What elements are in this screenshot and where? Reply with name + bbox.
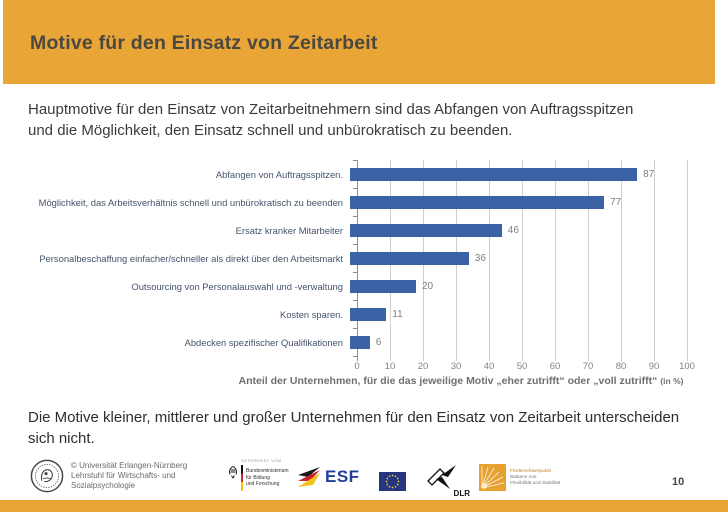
credit-line: © Universität Erlangen-Nürnberg	[71, 461, 188, 470]
esf-label: ESF	[325, 467, 360, 486]
x-tick-label: 50	[516, 361, 528, 372]
foerderschwerpunkt-name: Förderschwerpunkt Balance von Flexibilit…	[510, 469, 560, 487]
esf-arrow-icon	[298, 467, 320, 487]
gridline	[489, 160, 490, 361]
x-axis-title: Anteil der Unternehmen, für die das jewe…	[186, 375, 728, 387]
category-label: Abdecken spezifischer Qualifikationen	[184, 336, 343, 348]
category-tick	[353, 188, 357, 189]
gridline	[621, 160, 622, 361]
bmbf-name: Bundesministerium für Bildung und Forsch…	[246, 465, 289, 488]
gridline	[687, 160, 688, 361]
value-label: 77	[610, 196, 622, 208]
page-title: Motive für den Einsatz von Zeitarbeit	[30, 32, 378, 54]
chart-row: Abfangen von Auftragsspitzen. 87	[27, 160, 688, 188]
category-label: Kosten sparen.	[279, 308, 343, 320]
category-label: Abfangen von Auftragsspitzen.	[215, 168, 343, 180]
category-label: Outsourcing von Personalauswahl und -ver…	[131, 280, 343, 292]
x-axis-title-text: Anteil der Unternehmen, für die das jewe…	[238, 375, 658, 387]
bar-chart: Abfangen von Auftragsspitzen. 87 Möglichke…	[27, 160, 717, 402]
x-tick-label: 40	[483, 361, 495, 372]
category-label: Ersatz kranker Mitarbeiter	[235, 224, 343, 236]
dlr-star-icon	[427, 465, 456, 489]
chart-row: Möglichkeit, das Arbeitsverhältnis schne…	[27, 188, 688, 216]
value-label: 87	[643, 168, 655, 180]
chart-row: Personalbeschaffung einfacher/schneller …	[27, 244, 688, 272]
bmbf-name-line: für Bildung	[246, 474, 270, 481]
category-tick	[353, 328, 357, 329]
german-flag-stripe-icon	[241, 465, 243, 491]
chart-row: Outsourcing von Personalauswahl und -ver…	[27, 272, 688, 300]
subtitle-line: Hauptmotive für den Einsatz von Zeitarbe…	[28, 101, 634, 118]
fsp-name-line: Flexibilität und Stabilität	[510, 480, 561, 486]
category-tick	[353, 300, 357, 301]
credit-line: Lehrstuhl für Wirtschafts- und	[71, 471, 176, 480]
bar	[350, 279, 416, 293]
value-label: 11	[392, 308, 403, 320]
note-line: sich nicht.	[28, 430, 95, 447]
category-tick	[353, 160, 357, 161]
subtitle-line: und die Möglichkeit, den Einsatz schnell…	[28, 122, 513, 139]
x-tick-label: 90	[648, 361, 660, 372]
federal-eagle-icon	[229, 466, 237, 479]
category-tick	[353, 244, 357, 245]
value-label: 36	[474, 252, 486, 264]
dlr-logo: DLR	[426, 464, 472, 500]
foerderschwerpunkt-logo: Förderschwerpunkt Balance von Flexibilit…	[479, 464, 560, 491]
dlr-label: DLR	[453, 489, 470, 498]
bar	[350, 167, 638, 181]
x-tick-label: 20	[417, 361, 429, 372]
category-tick	[353, 356, 357, 357]
bmbf-name-line: Bundesministerium	[246, 468, 289, 474]
esf-logo: ESF	[297, 466, 360, 488]
fan-icon	[479, 464, 506, 491]
x-axis-ticks: 0 10 20 30 40 50 60 70 80 90 100	[27, 361, 717, 373]
university-credit: © Universität Erlangen-Nürnberg Lehrstuh…	[71, 461, 187, 491]
bmbf-logo: GEFÖRDERT VOM Bundesministerium für Bild…	[227, 458, 311, 491]
bmbf-funded-by-label: GEFÖRDERT VOM	[241, 458, 282, 463]
note-line: Die Motive kleiner, mittlerer und großer…	[28, 409, 680, 426]
chart-rows: Abfangen von Auftragsspitzen. 87 Möglichke…	[27, 160, 688, 356]
title-band: Motive für den Einsatz von Zeitarbeit	[3, 0, 715, 84]
value-label: 20	[422, 280, 434, 292]
gridline	[654, 160, 655, 361]
page-number: 10	[672, 476, 685, 488]
eu-flag-icon	[379, 472, 406, 491]
gridline	[555, 160, 556, 361]
credit-line: Sozialpsychologie	[71, 481, 136, 490]
chart-row: Kosten sparen. 11	[27, 300, 688, 328]
fsp-name-line: Balance von	[510, 474, 537, 480]
x-tick-label: 80	[615, 361, 627, 372]
bar	[350, 195, 605, 209]
bar	[350, 335, 370, 349]
value-label: 6	[375, 336, 382, 348]
subtitle: Hauptmotive für den Einsatz von Zeitarbe…	[28, 99, 718, 141]
chart-row: Abdecken spezifischer Qualifikationen 6	[27, 328, 688, 356]
bar	[350, 251, 469, 265]
category-label: Möglichkeit, das Arbeitsverhältnis schne…	[38, 196, 343, 208]
chart-row: Ersatz kranker Mitarbeiter 46	[27, 216, 688, 244]
x-axis-title-suffix: (in %)	[660, 376, 684, 386]
conclusion-note: Die Motive kleiner, mittlerer und großer…	[28, 407, 728, 449]
x-tick-label: 30	[450, 361, 462, 372]
bar	[350, 307, 387, 321]
bmbf-name-line: und Forschung	[246, 481, 280, 487]
x-tick-label: 100	[679, 361, 695, 372]
category-tick	[353, 216, 357, 217]
value-label: 46	[507, 224, 519, 236]
bottom-accent-bar	[0, 500, 728, 512]
gridline	[588, 160, 589, 361]
bar	[350, 223, 502, 237]
category-tick	[353, 272, 357, 273]
x-tick-label: 70	[582, 361, 594, 372]
x-tick-label: 60	[549, 361, 561, 372]
fsp-name-line: Förderschwerpunkt	[510, 468, 552, 474]
gridline	[522, 160, 523, 361]
x-tick-label: 10	[384, 361, 396, 372]
x-tick-label: 0	[354, 361, 360, 372]
category-label: Personalbeschaffung einfacher/schneller …	[39, 252, 343, 264]
university-seal-logo	[30, 459, 64, 493]
